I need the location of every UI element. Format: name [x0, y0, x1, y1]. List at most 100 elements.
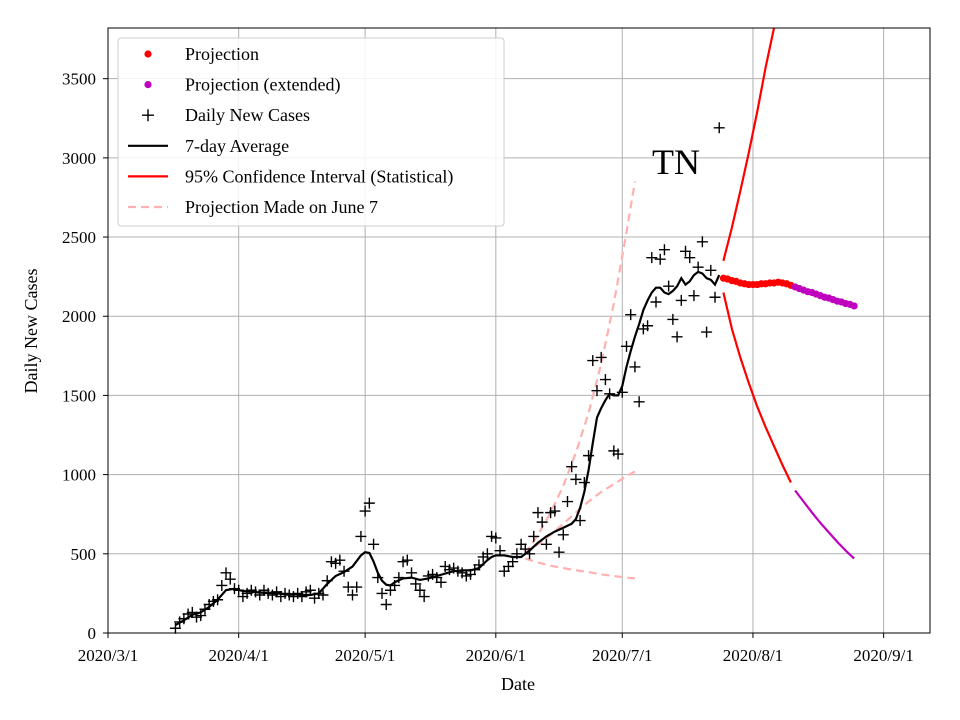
june7-upper-line: [524, 181, 636, 555]
daily-case-point: [570, 473, 582, 485]
projection-series: [719, 274, 858, 310]
seven-day-average-line: [174, 270, 721, 627]
daily-case-point: [709, 291, 721, 303]
y-tick-label: 2000: [62, 307, 96, 326]
legend-daily-swatch: [142, 109, 154, 122]
daily-case-point: [418, 591, 430, 603]
daily-case-point: [536, 516, 548, 528]
daily-case-point: [599, 374, 611, 386]
daily-case-point: [414, 584, 426, 596]
legend-box: [117, 37, 505, 227]
legend-projection-label: Projection: [185, 44, 259, 64]
daily-case-point: [713, 122, 725, 134]
legend-june7-label: Projection Made on June 7: [185, 197, 378, 217]
y-tick-label: 2500: [62, 228, 96, 247]
daily-case-point: [654, 253, 666, 265]
state-label: TN: [652, 142, 700, 182]
x-tick-label: 2020/9/1: [853, 646, 913, 665]
daily-case-point: [368, 538, 380, 550]
daily-case-point: [216, 579, 228, 591]
daily-case-point: [680, 245, 692, 257]
daily-case-point: [671, 331, 683, 343]
daily-case-point: [355, 530, 367, 542]
daily-case-point: [553, 546, 565, 558]
daily-case-point: [561, 496, 573, 508]
y-tick-label: 3500: [62, 70, 96, 89]
ci-lower-extended-line: [794, 489, 855, 560]
daily-case-point: [675, 294, 687, 306]
y-tick-label: 1500: [62, 386, 96, 405]
x-tick-label: 2020/4/1: [208, 646, 268, 665]
daily-case-point: [410, 578, 422, 590]
daily-case-point: [625, 309, 637, 321]
daily-case-point: [646, 252, 658, 264]
x-tick-label: 2020/7/1: [592, 646, 652, 665]
daily-case-point: [490, 532, 502, 544]
daily-case-point: [557, 529, 569, 541]
plot-frame: [107, 27, 931, 634]
daily-case-point: [334, 554, 346, 566]
ci-upper-line: [722, 27, 776, 262]
daily-case-point: [650, 296, 662, 308]
x-axis-ticks: 2020/3/1 2020/4/1 2020/5/1 2020/6/1 2020/7/1…: [78, 633, 914, 665]
daily-case-point: [376, 587, 388, 599]
daily-case-point: [583, 450, 595, 462]
daily-case-point: [684, 252, 696, 264]
confidence-interval-series: [722, 27, 855, 560]
x-tick-label: 2020/5/1: [335, 646, 395, 665]
legend-daily-label: Daily New Cases: [185, 105, 310, 125]
y-axis-label: Daily New Cases: [21, 269, 41, 394]
projection-extended-point: [850, 302, 858, 310]
legend-ci-label: 95% Confidence Interval (Statistical): [185, 166, 453, 187]
daily-case-point: [528, 530, 540, 542]
daily-case-point: [629, 361, 641, 373]
daily-case-point: [532, 507, 544, 519]
daily-case-point: [540, 538, 552, 550]
y-axis-ticks: 0 500 1000 1500 2000 2500 3000 3500: [62, 70, 108, 643]
ci-lower-line: [722, 292, 792, 483]
daily-case-point: [359, 505, 371, 517]
daily-case-point: [633, 396, 645, 408]
x-axis-label: Date: [501, 674, 535, 694]
daily-case-point: [224, 573, 236, 585]
daily-case-point: [481, 548, 493, 560]
daily-case-point: [705, 264, 717, 276]
daily-new-cases-series: [169, 122, 725, 634]
daily-case-point: [658, 244, 670, 256]
y-tick-label: 1000: [62, 466, 96, 485]
daily-case-point: [612, 448, 624, 460]
daily-case-point: [351, 581, 363, 593]
daily-case-point: [688, 290, 700, 302]
daily-case-point: [696, 236, 708, 248]
daily-case-point: [587, 355, 599, 367]
seven-day-average-series: [174, 270, 721, 627]
y-tick-label: 3000: [62, 149, 96, 168]
daily-case-point: [574, 515, 586, 527]
daily-case-point: [620, 340, 632, 352]
legend: Projection Projection (extended) Daily New…: [117, 37, 505, 227]
june7-projection-series: [524, 181, 636, 580]
daily-case-point: [401, 554, 413, 566]
daily-case-point: [642, 320, 654, 332]
daily-case-point: [406, 567, 418, 579]
x-tick-label: 2020/8/1: [723, 646, 783, 665]
june7-lower-line: [524, 557, 636, 580]
daily-case-point: [380, 598, 392, 610]
june7-middle-line: [524, 470, 636, 555]
daily-case-point: [435, 576, 447, 588]
daily-case-point: [346, 589, 358, 601]
legend-projection_ext-label: Projection (extended): [185, 75, 340, 96]
daily-case-point: [566, 461, 578, 473]
x-tick-label: 2020/6/1: [466, 646, 526, 665]
daily-case-point: [317, 589, 329, 601]
legend-projection_ext-swatch: [144, 81, 152, 89]
legend-avg-label: 7-day Average: [185, 136, 289, 156]
daily-case-point: [363, 497, 375, 509]
daily-case-point: [591, 385, 603, 397]
daily-case-point: [667, 313, 679, 325]
daily-case-point: [701, 326, 713, 338]
y-tick-label: 500: [71, 545, 97, 564]
x-tick-label: 2020/3/1: [78, 646, 138, 665]
legend-projection-swatch: [144, 50, 152, 58]
